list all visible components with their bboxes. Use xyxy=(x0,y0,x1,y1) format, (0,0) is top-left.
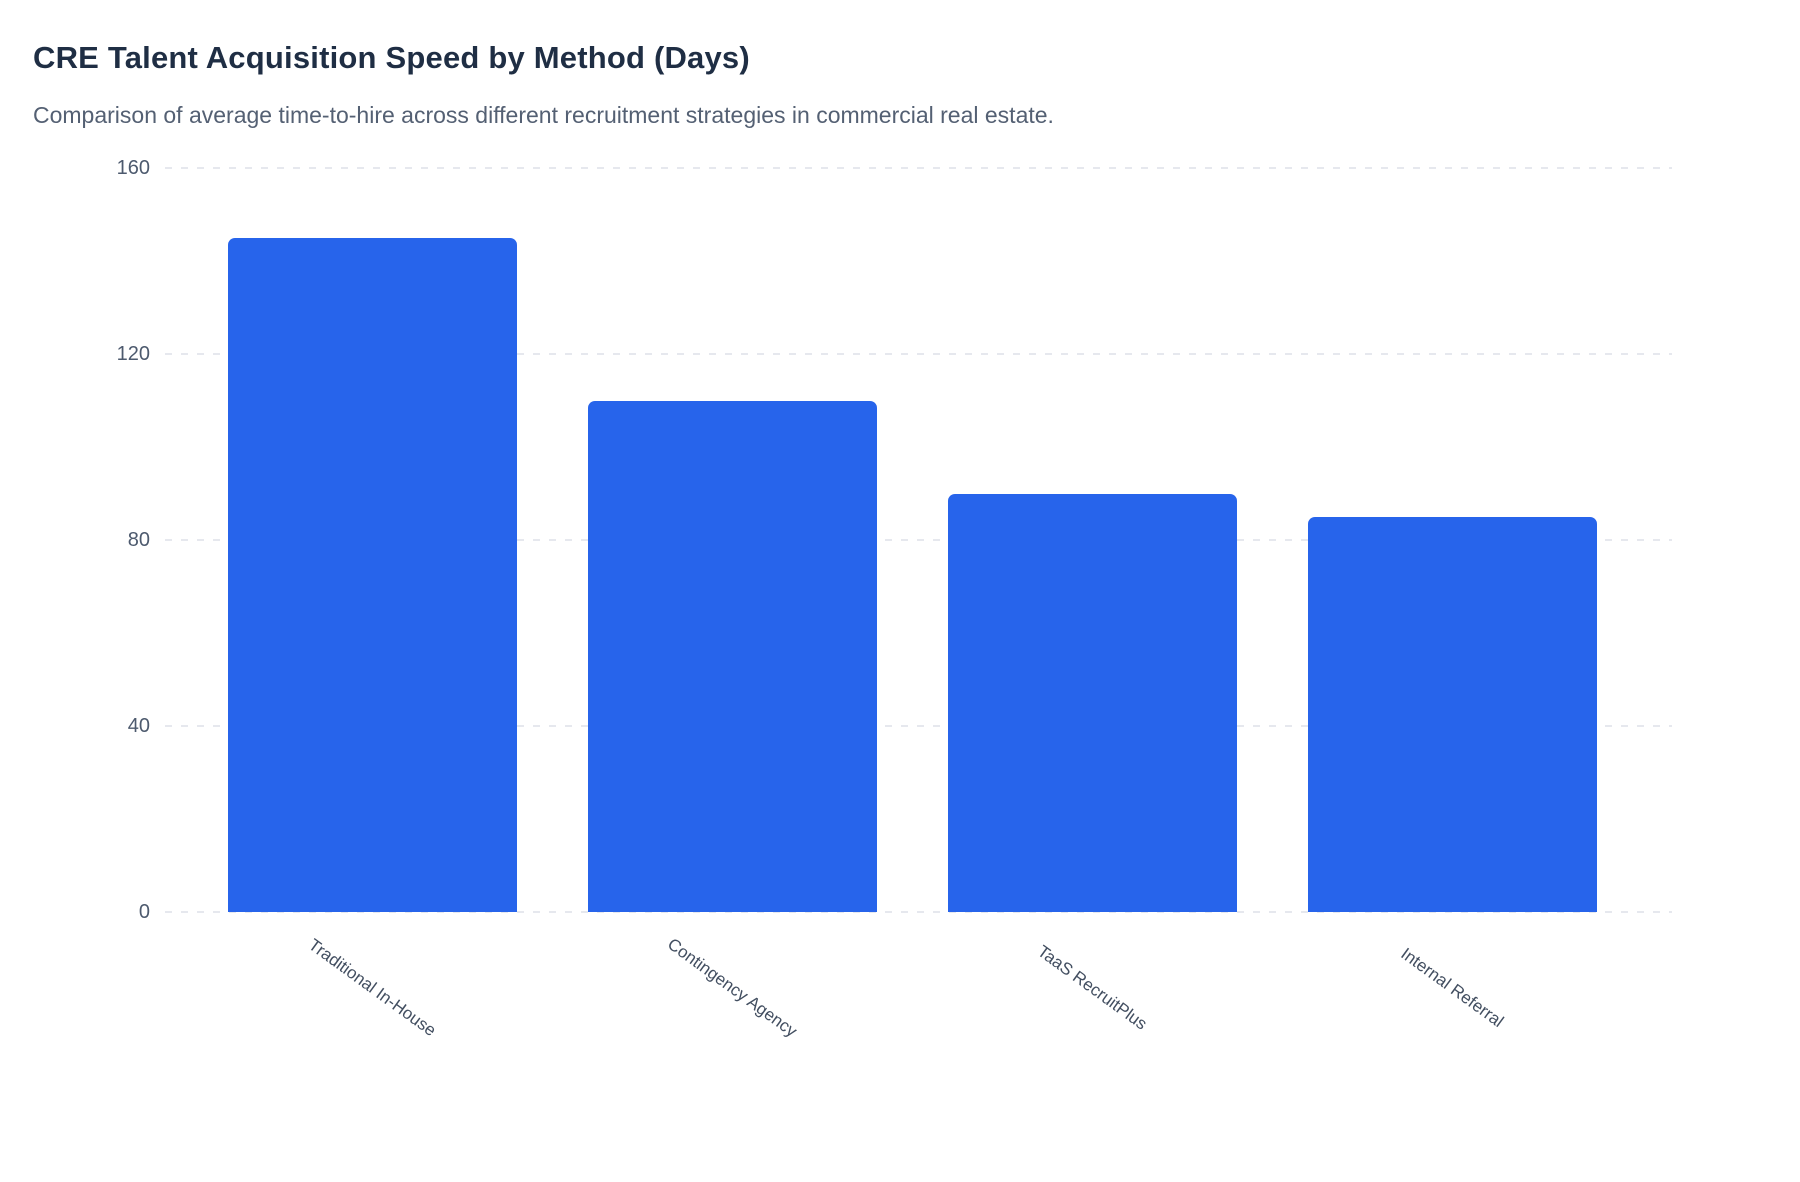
bar-traditional-in-house[interactable] xyxy=(227,237,517,912)
y-tick-label-80: 80 xyxy=(127,529,150,551)
x-axis-label-internal-referral: Internal Referral xyxy=(1397,944,1508,1032)
bar-internal-referral[interactable] xyxy=(1307,516,1597,912)
x-axis-label-taas-recruitplus: TaaS RecruitPlus xyxy=(1033,941,1151,1034)
bar-taas-recruitplus[interactable] xyxy=(947,493,1237,912)
gridline-y-160 xyxy=(165,167,1672,169)
x-axis-label-contingency-agency: Contingency Agency xyxy=(664,934,801,1041)
bar-contingency-agency[interactable] xyxy=(587,400,877,912)
gridline-y-40 xyxy=(165,725,1672,727)
y-tick-label-160: 160 xyxy=(116,157,150,179)
chart-subtitle: Comparison of average time-to-hire acros… xyxy=(33,102,1054,128)
x-axis-label-traditional-in-house: Traditional In-House xyxy=(305,935,440,1041)
y-tick-label-40: 40 xyxy=(127,715,150,737)
gridline-y-120 xyxy=(165,353,1672,355)
chart-title: CRE Talent Acquisition Speed by Method (… xyxy=(33,40,750,75)
y-tick-label-120: 120 xyxy=(116,343,150,365)
y-tick-label-0: 0 xyxy=(138,901,150,923)
gridline-y-0 xyxy=(165,911,1672,913)
gridline-y-80 xyxy=(165,539,1672,541)
